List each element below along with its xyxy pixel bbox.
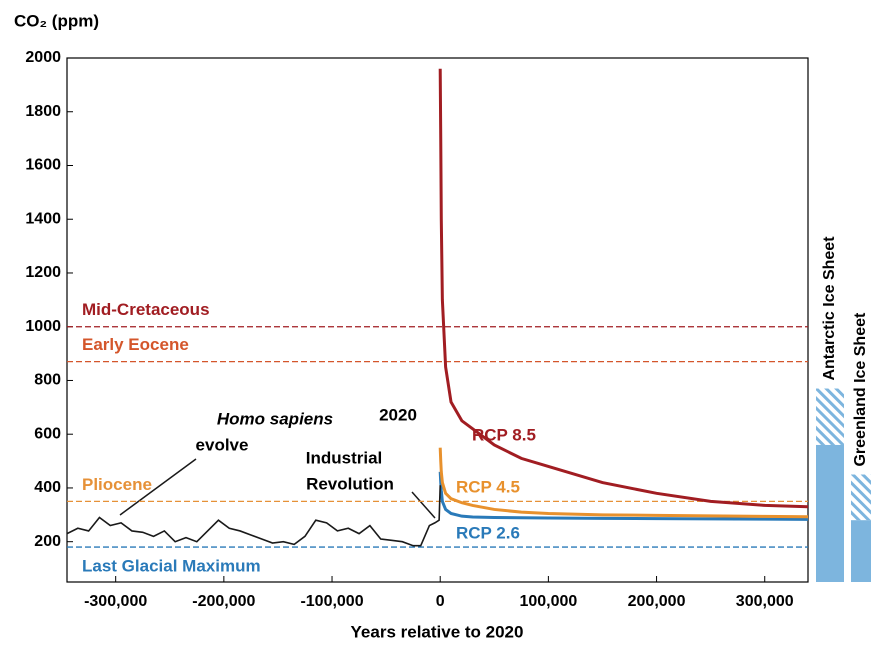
y-tick-label: 1600 [25, 157, 61, 174]
reference-label: Early Eocene [82, 335, 189, 354]
series-line [438, 471, 808, 521]
x-tick-label: -200,000 [192, 593, 255, 610]
series-label: RCP 4.5 [456, 477, 520, 496]
reference-label: Last Glacial Maximum [82, 557, 261, 576]
x-axis-label: Years relative to 2020 [351, 622, 524, 641]
annotation-arrow [119, 458, 197, 516]
y-axis-label: CO₂ (ppm) [14, 11, 99, 30]
series-line [67, 485, 442, 547]
y-tick-label: 200 [34, 533, 61, 550]
ice-sheet-bar [816, 444, 844, 582]
annotation: evolve [196, 435, 249, 454]
series-line [438, 68, 808, 509]
ice-sheet-label: Greenland Ice Sheet [852, 312, 869, 467]
y-tick-label: 1400 [25, 210, 61, 227]
y-tick-label: 1000 [25, 318, 61, 335]
y-tick-label: 1200 [25, 264, 61, 281]
x-tick-label: 200,000 [628, 593, 686, 610]
annotation: Industrial [306, 448, 383, 467]
x-tick-label: 0 [436, 593, 445, 610]
annotation: Revolution [306, 474, 394, 493]
x-tick-label: 300,000 [736, 593, 794, 610]
x-tick-label: -100,000 [300, 593, 363, 610]
annotation-arrow [411, 491, 436, 519]
reference-label: Pliocene [82, 475, 152, 494]
plot-frame [66, 57, 809, 583]
annotation: 2020 [379, 405, 417, 424]
ice-sheet-bar [851, 520, 871, 582]
y-tick-label: 800 [34, 372, 61, 389]
y-tick-label: 2000 [25, 49, 61, 66]
reference-label: Mid-Cretaceous [82, 300, 210, 319]
y-tick-label: 600 [34, 425, 61, 442]
series-line [438, 447, 808, 519]
series-label: RCP 8.5 [472, 425, 536, 444]
x-tick-label: 100,000 [519, 593, 577, 610]
ice-sheet-label: Antarctic Ice Sheet [821, 236, 838, 381]
y-tick-label: 400 [34, 479, 61, 496]
ice-sheet-range [851, 474, 871, 521]
series-group [67, 68, 808, 547]
y-tick-label: 1800 [25, 103, 61, 120]
x-tick-label: -300,000 [84, 593, 147, 610]
ice-sheet-range [816, 388, 844, 445]
annotation: Homo sapiens [217, 409, 333, 428]
series-label: RCP 2.6 [456, 523, 520, 542]
